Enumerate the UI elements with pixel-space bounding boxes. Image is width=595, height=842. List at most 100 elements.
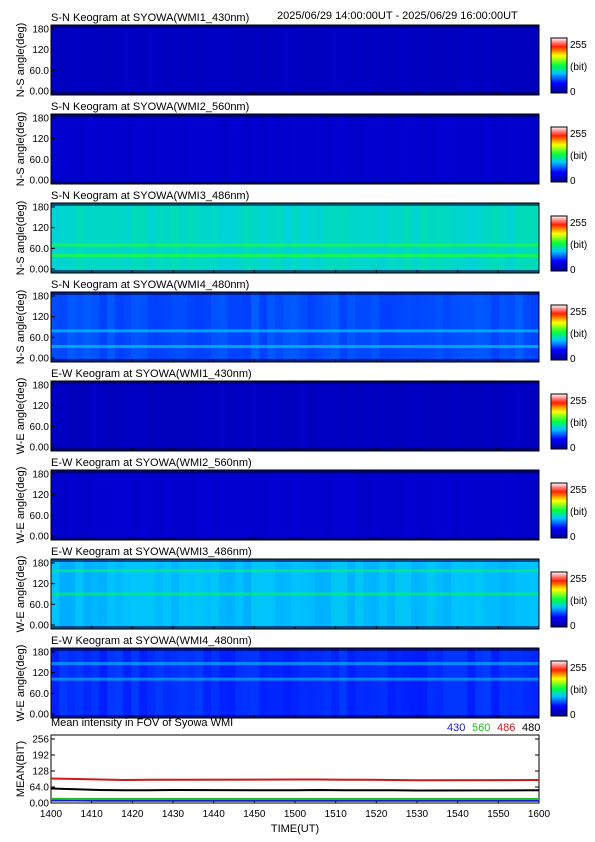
colorbar-unit: (bit)	[570, 151, 587, 162]
x-tick-label: 1510	[325, 809, 348, 820]
keogram-panel: E-W Keogram at SYOWA(WMI1_430nm)180 120 60…	[15, 368, 587, 454]
y-axis-label: W-E angle(deg)	[15, 556, 27, 633]
x-tick-label: 1600	[528, 809, 551, 820]
y-tick-label: 120	[32, 223, 49, 234]
colorbar	[550, 126, 568, 183]
y-tick-label: 256	[32, 735, 49, 746]
y-axis-label: MEAN(BIT)	[15, 741, 27, 797]
colorbar-unit: (bit)	[570, 507, 587, 518]
x-tick-label: 1430	[162, 809, 185, 820]
y-tick-label: 0.00	[30, 443, 50, 454]
colorbar-unit: (bit)	[570, 62, 587, 73]
colorbar-min: 0	[570, 710, 576, 721]
colorbar-min: 0	[570, 532, 576, 543]
colorbar-unit: (bit)	[570, 418, 587, 429]
y-tick-label: 0.00	[30, 799, 50, 810]
colorbar-unit: (bit)	[570, 685, 587, 696]
colorbar-max: 255	[570, 396, 587, 407]
colorbar	[550, 37, 568, 94]
keogram-panel: S-N Keogram at SYOWA(WMI4_480nm)180 120 60…	[15, 279, 587, 365]
y-tick-label: 120	[32, 401, 49, 412]
colorbar-min: 0	[570, 443, 576, 454]
y-tick-label: 0.00	[30, 710, 50, 721]
y-tick-label: 180	[32, 114, 49, 125]
y-tick-label: 120	[32, 490, 49, 501]
colorbar-max: 255	[570, 40, 587, 51]
header-period: 2025/06/29 14:00:00UT - 2025/06/29 16:00…	[277, 10, 518, 22]
keogram-panel: E-W Keogram at SYOWA(WMI4_480nm)180 120 60…	[15, 635, 587, 721]
y-tick-label: 180	[32, 292, 49, 303]
y-tick-label: 64.0	[30, 783, 50, 794]
keogram-panel: S-N Keogram at SYOWA(WMI1_430nm)180 120 60…	[15, 12, 587, 98]
x-axis-label: TIME(UT)	[271, 823, 319, 835]
panel-title: E-W Keogram at SYOWA(WMI2_560nm)	[51, 457, 252, 469]
colorbar-max: 255	[570, 485, 587, 496]
colorbar	[550, 215, 568, 272]
y-tick-label: 0.00	[30, 265, 50, 276]
y-axis-label: N-S angle(deg)	[15, 112, 27, 187]
y-tick-label: 120	[32, 134, 49, 145]
colorbar-max: 255	[570, 129, 587, 140]
y-tick-label: 60.0	[30, 689, 50, 700]
y-tick-label: 120	[32, 312, 49, 323]
y-tick-label: 60.0	[30, 511, 50, 522]
y-axis-label: W-E angle(deg)	[15, 378, 27, 455]
y-tick-label: 180	[32, 559, 49, 570]
panel-title: E-W Keogram at SYOWA(WMI1_430nm)	[51, 368, 252, 380]
y-tick-label: 0.00	[30, 532, 50, 543]
colorbar	[550, 393, 568, 450]
y-tick-label: 120	[32, 45, 49, 56]
x-tick-label: 1410	[81, 809, 104, 820]
y-tick-label: 0.00	[30, 354, 50, 365]
x-tick-label: 1400	[40, 809, 63, 820]
y-tick-label: 180	[32, 470, 49, 481]
x-tick-label: 1450	[243, 809, 266, 820]
colorbar-unit: (bit)	[570, 329, 587, 340]
legend-entry: 430	[447, 722, 465, 734]
colorbar-min: 0	[570, 176, 576, 187]
keogram-panels: 2025/06/29 14:00:00UT - 2025/06/29 16:00…	[15, 10, 587, 721]
panel-title: E-W Keogram at SYOWA(WMI3_486nm)	[51, 546, 252, 558]
legend-entry: 480	[522, 722, 540, 734]
series-line	[50, 777, 540, 782]
legend-entry: 560	[472, 722, 490, 734]
y-tick-label: 128	[32, 767, 49, 778]
keogram-panel: E-W Keogram at SYOWA(WMI3_486nm)180 120 60…	[15, 546, 587, 632]
series-line	[50, 787, 540, 792]
x-tick-label: 1520	[365, 809, 388, 820]
colorbar-min: 0	[570, 87, 576, 98]
x-tick-label: 1420	[121, 809, 144, 820]
panel-title: S-N Keogram at SYOWA(WMI1_430nm)	[51, 12, 249, 24]
y-tick-label: 120	[32, 579, 49, 590]
y-tick-label: 0.00	[30, 87, 50, 98]
y-tick-label: 60.0	[30, 422, 50, 433]
y-tick-label: 120	[32, 668, 49, 679]
x-tick-label: 1550	[487, 809, 510, 820]
keogram-panel: E-W Keogram at SYOWA(WMI2_560nm)180 120 60…	[15, 457, 587, 543]
colorbar	[550, 482, 568, 539]
colorbar	[550, 660, 568, 717]
y-axis-label: W-E angle(deg)	[15, 467, 27, 544]
y-tick-label: 0.00	[30, 176, 50, 187]
colorbar-unit: (bit)	[570, 240, 587, 251]
panel-title: S-N Keogram at SYOWA(WMI4_480nm)	[51, 279, 249, 291]
keogram-panel: S-N Keogram at SYOWA(WMI2_560nm)180 120 60…	[15, 101, 587, 187]
panel-title: S-N Keogram at SYOWA(WMI3_486nm)	[51, 190, 249, 202]
y-tick-label: 180	[32, 381, 49, 392]
y-tick-label: 180	[32, 203, 49, 214]
panel-title: E-W Keogram at SYOWA(WMI4_480nm)	[51, 635, 252, 647]
colorbar-max: 255	[570, 663, 587, 674]
x-tick-label: 1500	[284, 809, 307, 820]
colorbar	[550, 571, 568, 628]
y-tick-label: 60.0	[30, 155, 50, 166]
y-tick-label: 60.0	[30, 600, 50, 611]
x-tick-label: 1440	[203, 809, 226, 820]
y-axis-label: N-S angle(deg)	[15, 201, 27, 276]
legend-entry: 486	[497, 722, 515, 734]
colorbar	[550, 304, 568, 361]
colorbar-min: 0	[570, 265, 576, 276]
y-tick-label: 60.0	[30, 66, 50, 77]
y-tick-label: 60.0	[30, 244, 50, 255]
y-tick-label: 0.00	[30, 621, 50, 632]
